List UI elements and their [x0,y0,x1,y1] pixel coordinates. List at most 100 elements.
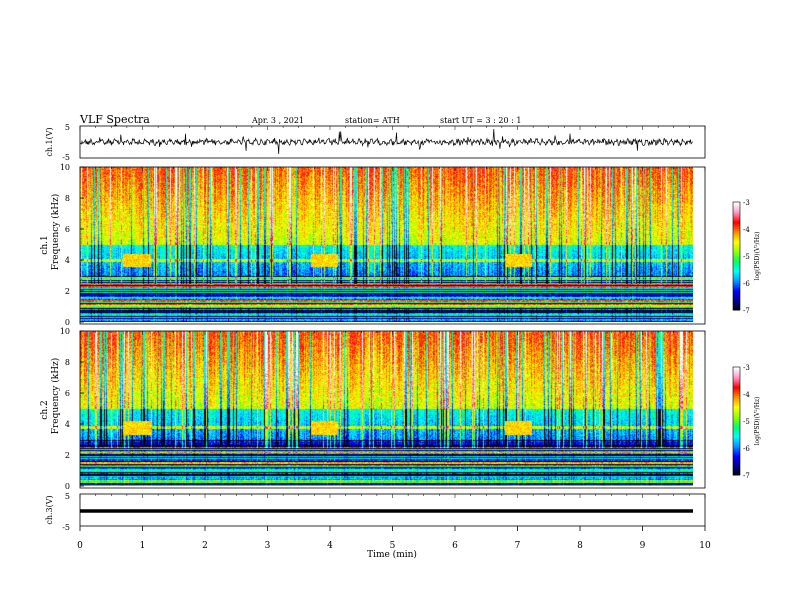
ch1-ytick-5: 5 [65,123,70,132]
ch1-colorbar-swatch [733,277,740,280]
start-time-label: start UT = 3 : 20 : 1 [440,116,521,125]
ch1-colorbar-swatch [733,207,740,210]
ch1-colorbar-swatch [733,274,740,277]
ch1-colorbar-swatch [733,205,740,208]
time-axis: 0 1 2 3 4 5 6 7 8 9 10 [77,126,711,551]
ch2-colorbar-swatch [733,394,740,397]
ch2-colorbar-swatch [733,383,740,386]
ch1-colorbar-swatch [733,256,740,259]
ch2-spec-ytick-label: 4 [65,420,70,429]
ch2-colorbar-swatch [733,385,740,388]
ch1-colorbar-swatch [733,270,740,273]
ch1-colorbar-swatch [733,250,740,253]
ch1-colorbar-swatch [733,211,740,214]
ch1-colorbar-tick: -3 [743,199,750,207]
ch2-colorbar-swatch [733,462,740,465]
ch2-colorbar-swatch [733,397,740,400]
ch2-colorbar-swatch [733,422,740,426]
ch2-colorbar-tick: -4 [743,391,750,399]
ch1-colorbar-swatch [733,218,740,221]
x-tick-label: 10 [699,541,711,551]
ch1-colorbar-tick: -4 [743,226,750,234]
ch1-colorbar-swatch [733,202,740,205]
ch1-colorbar-swatch [733,229,740,232]
ch2-colorbar-swatch [733,408,740,411]
ch1-colorbar-swatch [733,245,740,248]
ch1-colorbar-swatch [733,272,740,275]
ch1-colorbar-tick: -5 [743,253,750,261]
ch1-colorbar-swatch [733,283,740,286]
ch1-colorbar-swatch [733,234,740,237]
ch2-colorbar-tick: -5 [743,418,750,426]
ch1-colorbar-swatch [733,252,740,255]
ch2-colorbar-swatch [733,473,740,476]
ch1-waveform-trace [79,128,693,155]
date-label: Apr. 3 , 2021 [251,116,304,125]
ch1-colorbar-swatch [733,220,740,223]
ch2-colorbar-swatch [733,431,740,435]
ch1-colorbar-swatch [733,288,740,291]
ch1-spectrogram-panel: 0 2 4 6 8 10 ch.1 Frequency (kHz) [40,163,706,327]
ch1-colorbar-swatch [733,290,740,293]
ch1-colorbar-swatch [733,212,740,216]
ch2-colorbar-swatch [733,451,740,454]
ch1-colorbar-swatch [733,299,740,302]
ch2-colorbar-swatch [733,435,740,438]
ch1-colorbar-swatch [733,227,740,230]
x-tick-label: 4 [327,541,333,551]
x-tick-label: 2 [202,541,208,551]
ch1-colorbar-swatch [733,203,740,207]
figure-title: VLF Spectra [79,113,150,126]
ch2-colorbar-swatch [733,406,740,409]
ch2-colorbar-swatch [733,370,740,373]
ch2-colorbar-swatch [733,413,740,417]
ch1-colorbar-swatch [733,306,740,309]
ch1-colorbar-swatch [733,308,740,311]
ch2-colorbar-swatch [733,401,740,404]
ch2-colorbar-swatch [733,399,740,402]
ch2-spec-ytick-label: 10 [60,327,70,336]
x-tick-label: 7 [515,541,521,551]
ch1-colorbar-swatch [733,284,740,288]
ch1-spec-ytick-label: 10 [60,163,70,172]
ch2-colorbar-swatch [733,379,740,382]
ch2-colorbar-swatch [733,448,740,451]
ch3-ytick-5: 5 [65,492,70,501]
ch2-colorbar-swatch [733,428,740,431]
ch2-colorbar-swatch [733,433,740,436]
ch1-spectrogram-image [80,167,693,322]
ch2-colorbar-swatch [733,377,740,381]
ch2-colorbar-swatch [733,457,740,460]
ch1-colorbar-swatch [733,261,740,264]
ch1-colorbar-swatch [733,248,740,252]
ch2-colorbar-swatch [733,444,740,447]
ch1-colorbar-swatch [733,263,740,266]
ch2-colorbar-swatch [733,469,740,472]
ch2-colorbar-swatch [733,372,740,375]
ch2-colorbar-swatch [733,471,740,474]
ch2-colorbar-swatch [733,442,740,445]
x-tick-label: 5 [390,541,396,551]
ch2-colorbar: -3 -4 -5 -6 -7 log(PSD)(V²/Hz) [732,364,761,480]
ch1-colorbar-swatch [733,236,740,239]
ch2-colorbar-swatch [733,466,740,469]
ch2-colorbar-swatch [733,417,740,420]
ch2-colorbar-swatch [733,440,740,444]
ch2-colorbar-swatch [733,467,740,471]
ch1-colorbar-label: log(PSD)(V²/Hz) [754,232,761,281]
ch2-spec-ylabel-b: Frequency (kHz) [50,358,61,435]
ch2-colorbar-tick: -7 [743,472,750,480]
ch1-colorbar-swatch [733,214,740,217]
ch1-colorbar-swatch [733,286,740,289]
ch1-spec-ylabel-b: Frequency (kHz) [50,194,61,271]
ch2-colorbar-swatch [733,449,740,453]
ch1-colorbar-swatch [733,225,740,228]
ch2-colorbar-swatch [733,395,740,399]
ch1-colorbar-swatch [733,301,740,304]
ch3-waveform-ylabel: ch.3(V) [45,495,54,524]
ch2-spec-ylabel-a: ch.2 [40,400,50,419]
ch2-colorbar-swatch [733,374,740,377]
ch2-colorbar-swatch [733,424,740,427]
ch2-colorbar-swatch [733,455,740,458]
